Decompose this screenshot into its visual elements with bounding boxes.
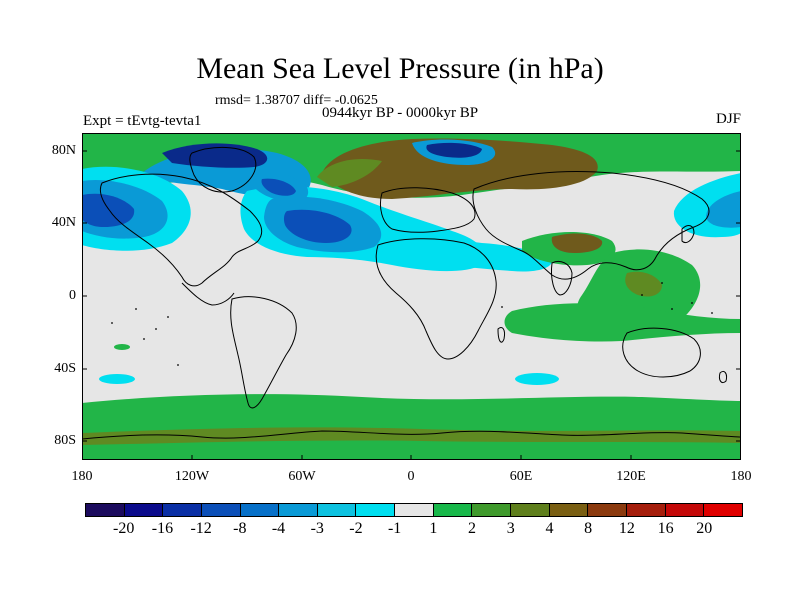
colorbar-swatch [472, 504, 512, 516]
pacific-low-deep [82, 193, 135, 227]
southern-ocean-positive [82, 394, 741, 460]
colorbar-swatch [704, 504, 742, 516]
colorbar-label: 16 [657, 520, 674, 537]
colorbar-label: -4 [271, 520, 286, 537]
colorbar-label: 12 [618, 520, 635, 537]
arctic-dark-green [317, 158, 382, 187]
lat-label-40s: 40S [54, 361, 76, 376]
south-atlantic-patch [114, 344, 130, 350]
plot-title: Mean Sea Level Pressure (in hPa) [196, 52, 604, 85]
lat-label-40n: 40N [51, 215, 76, 230]
colorbar-swatch [163, 504, 202, 516]
colorbar-swatch [317, 504, 357, 516]
colorbar-swatch [356, 504, 396, 516]
arctic-high-anomaly [322, 138, 598, 199]
period-label: 0944kyr BP - 0000kyr BP [322, 105, 479, 121]
lat-label-0: 0 [69, 288, 76, 303]
axis-ticks [82, 150, 741, 460]
colorbar-label: -3 [310, 520, 324, 537]
colorbar [85, 503, 743, 517]
mediterranean-low [382, 241, 553, 272]
colorbar-swatch [588, 504, 627, 516]
lon-label-180e: 180 [730, 469, 752, 484]
colorbar-label: -8 [233, 520, 247, 537]
colorbar-swatch [279, 504, 318, 516]
lon-label-60e: 60E [509, 469, 533, 484]
lon-label-120e: 120E [616, 469, 646, 484]
tibet-high-brown [551, 233, 603, 253]
colorbar-label: 2 [468, 520, 477, 537]
pacific-low-mid-east [706, 191, 741, 228]
indian-ocean-positive [504, 303, 741, 342]
stats-text: rmsd= 1.38707 diff= -0.0625 [215, 93, 378, 108]
pressure-anomaly-map [82, 133, 741, 460]
season-label: DJF [715, 111, 741, 127]
colorbar-swatch [626, 504, 666, 516]
arctic-low-deep [426, 142, 482, 158]
colorbar-swatch [433, 504, 473, 516]
south-pacific-cyan [99, 374, 135, 384]
maritime-dark [625, 271, 662, 297]
colorbar-label: 4 [545, 520, 554, 537]
colorbar-swatch [201, 504, 241, 516]
colorbar-label: -2 [349, 520, 363, 537]
colorbar-swatch [240, 504, 280, 516]
colorbar-label: 20 [696, 520, 713, 537]
colorbar-label: -1 [387, 520, 402, 537]
coastlines [82, 146, 741, 440]
colorbar-swatch [124, 504, 164, 516]
colorbar-swatch [395, 504, 434, 516]
island-dots [111, 282, 713, 366]
colorbar-swatch [549, 504, 589, 516]
experiment-label: Expt = tEvtg-tevta1 [83, 113, 202, 129]
colorbar-swatch [86, 504, 125, 516]
lon-label-0: 0 [407, 469, 415, 484]
lat-label-80s: 80S [54, 433, 76, 448]
colorbar-label: 8 [584, 520, 593, 537]
lon-label-60w: 60W [288, 469, 316, 484]
colorbar-swatch [511, 504, 550, 516]
colorbar-swatch [665, 504, 705, 516]
colorbar-label: 1 [429, 520, 438, 537]
colorbar-label: -16 [151, 520, 174, 537]
lon-label-180w: 180 [71, 469, 93, 484]
lat-label-80n: 80N [51, 143, 76, 158]
atlantic-low-deep [283, 209, 352, 243]
south-indian-cyan [515, 373, 559, 385]
antarctic-dark [82, 427, 741, 445]
labrador-low-deep [261, 178, 296, 196]
lon-label-120w: 120W [174, 469, 210, 484]
colorbar-label: -12 [190, 520, 212, 537]
colorbar-label: 3 [506, 520, 515, 537]
colorbar-label: -20 [113, 520, 135, 537]
